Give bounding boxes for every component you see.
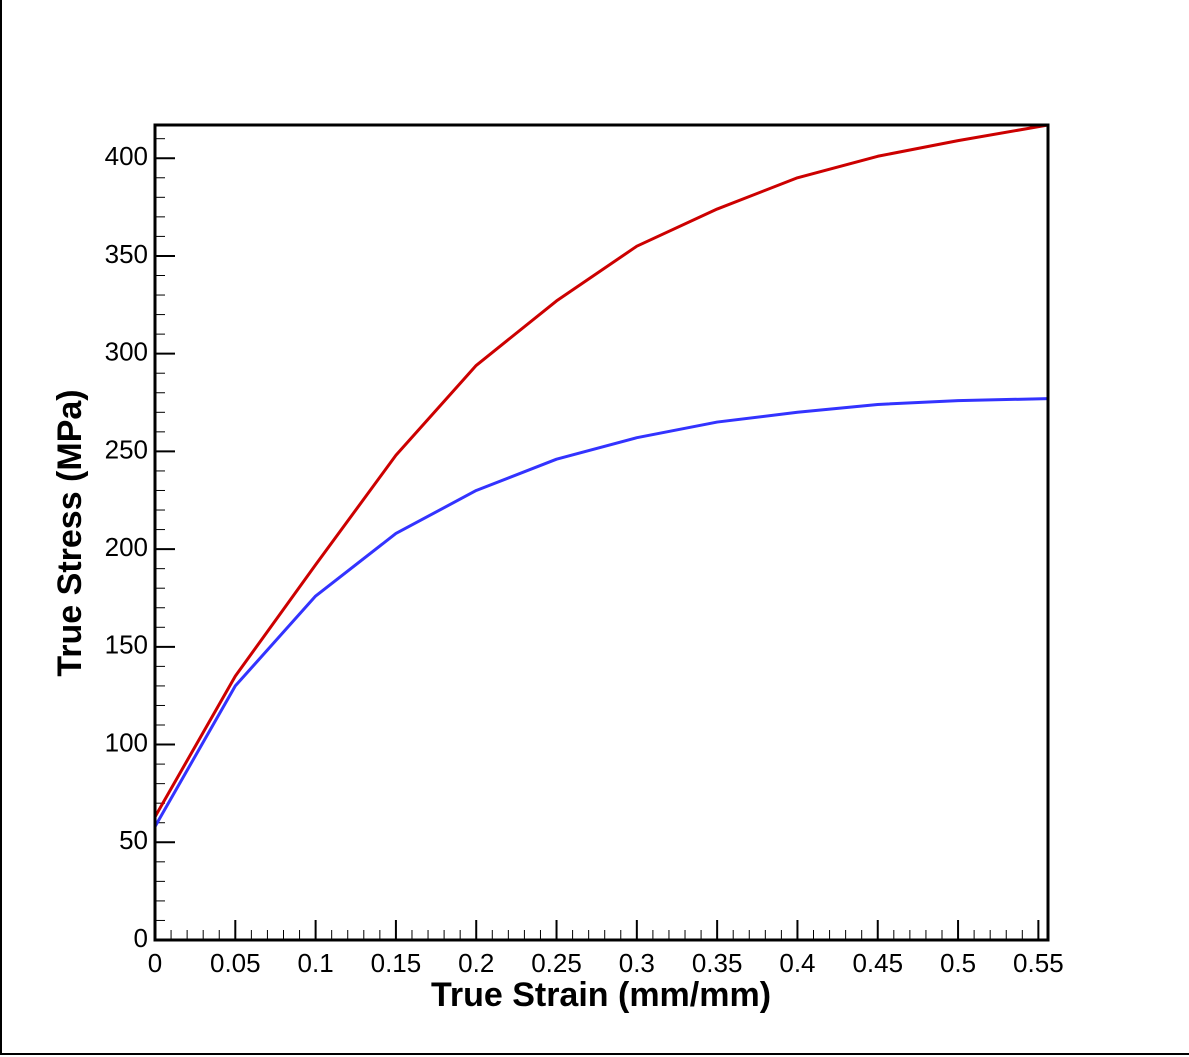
x-axis-title: True Strain (mm/mm) [431, 976, 771, 1014]
x-tick-label: 0.45 [852, 948, 903, 978]
x-tick-label: 0.2 [458, 948, 494, 978]
x-tick-label: 0.05 [210, 948, 261, 978]
plot-border [153, 123, 1050, 942]
x-tick-label: 0.1 [298, 948, 334, 978]
x-tick-label: 0.25 [531, 948, 582, 978]
x-tick-label: 0.4 [779, 948, 815, 978]
x-tick-label: 0.5 [940, 948, 976, 978]
y-tick-label: 100 [105, 727, 148, 757]
y-tick-label: 50 [119, 825, 148, 855]
x-tick-label: 0.15 [371, 948, 422, 978]
data-line [153, 397, 1049, 828]
x-tick-label: 0.3 [619, 948, 655, 978]
x-tick-label: 0.55 [1013, 948, 1064, 978]
y-tick-label: 150 [105, 630, 148, 660]
data-line [153, 123, 1049, 818]
y-tick-label: 400 [105, 141, 148, 171]
y-tick-label: 250 [105, 434, 148, 464]
y-axis-title: True Stress (MPa) [51, 389, 89, 676]
y-tick-label: 350 [105, 239, 148, 269]
y-tick-label: 200 [105, 532, 148, 562]
y-tick-label: 300 [105, 337, 148, 367]
x-tick-label: 0 [148, 948, 162, 978]
y-tick-label: 0 [134, 923, 148, 953]
x-tick-label: 0.35 [692, 948, 743, 978]
